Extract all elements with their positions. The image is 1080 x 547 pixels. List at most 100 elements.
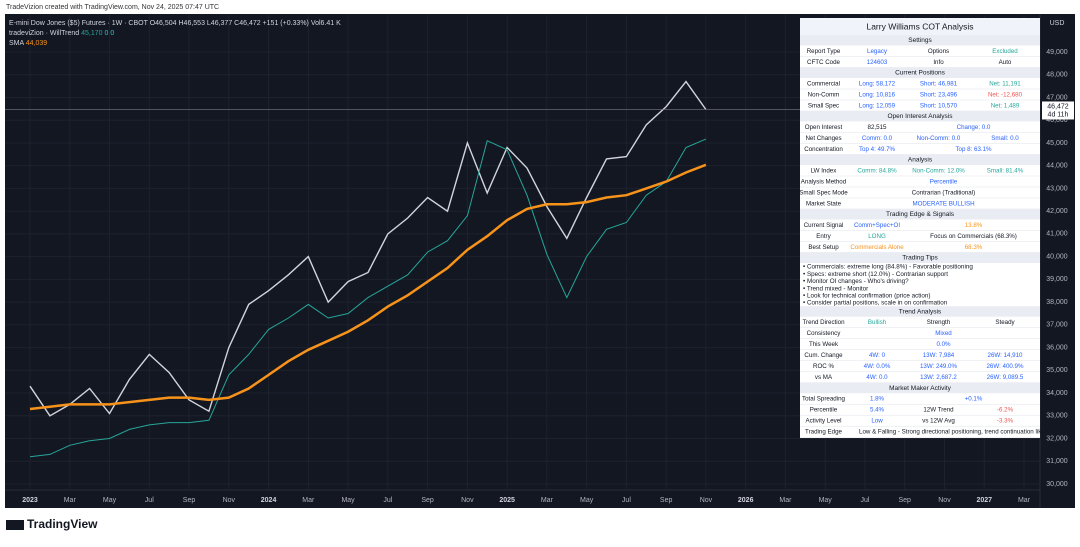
y-tick-label: 45,000 — [1046, 140, 1068, 147]
cell-value: 13.8% — [965, 222, 983, 229]
row-label: This Week — [809, 341, 839, 348]
row-label: Entry — [816, 233, 831, 240]
section-header-bg — [800, 252, 1040, 263]
row-label: Small Spec Mode — [799, 189, 848, 196]
x-tick-label: Jul — [860, 497, 869, 504]
cell-value: Comm: 84.8% — [857, 167, 897, 174]
x-tick-label: May — [341, 497, 355, 504]
cell-value: Low — [871, 418, 883, 425]
watermark: TradeVizion created with TradingView.com… — [6, 4, 219, 11]
tip: • Specs: extreme short (12.0%) - Contrar… — [803, 271, 948, 278]
cell-value: Auto — [999, 59, 1012, 66]
cell-value: MODERATE BULLISH — [912, 200, 974, 207]
currency: USD — [1050, 20, 1065, 27]
y-tick-label: 47,000 — [1046, 94, 1068, 101]
y-tick-label: 33,000 — [1046, 413, 1068, 420]
logo: TradingView — [6, 517, 98, 531]
cell-value: 12W Trend — [923, 407, 954, 414]
x-tick-label: Mar — [302, 497, 315, 504]
tip: • Trend mixed - Monitor — [803, 285, 868, 292]
cell-value: LONG — [868, 233, 886, 240]
series-line — [29, 80, 707, 417]
y-tick-label: 42,000 — [1046, 208, 1068, 215]
row-label: Open Interest — [805, 124, 843, 131]
x-tick-label: Sep — [421, 497, 434, 504]
y-tick-label: 48,000 — [1046, 72, 1068, 79]
x-tick-label: Jul — [145, 497, 154, 504]
cell-value: +0.1% — [965, 396, 983, 403]
legend-sma: SMA 44,039 — [9, 40, 47, 47]
cell-value: Comm: 0.0 — [862, 135, 893, 142]
section-header-bg — [800, 35, 1040, 46]
x-tick-label: 2026 — [738, 497, 754, 504]
section-header-bg — [800, 67, 1040, 78]
y-tick-label: 35,000 — [1046, 367, 1068, 374]
row-label: Consistency — [807, 330, 842, 337]
cell-value: Long: 12,059 — [859, 102, 896, 109]
row-label: Analysis Method — [801, 178, 847, 185]
cell-value: Steady — [995, 319, 1015, 326]
row-label: Total Spreading — [802, 396, 846, 403]
x-tick-label: Jul — [383, 497, 392, 504]
y-tick-label: 46,000 — [1046, 117, 1068, 124]
x-tick-label: Sep — [898, 497, 911, 504]
cell-value: Comm+Spec+OI — [854, 222, 900, 229]
cell-value: 4W: 0 — [869, 352, 886, 359]
x-tick-label: Nov — [461, 497, 474, 504]
y-tick-label: 36,000 — [1046, 344, 1068, 351]
tip: • Consider partial positions, scale in o… — [803, 300, 948, 307]
section-title: Trading Edge & Signals — [886, 211, 955, 218]
x-tick-label: Mar — [1018, 497, 1031, 504]
x-tick-label: 2023 — [22, 497, 38, 504]
cell-value: Bullish — [868, 319, 887, 326]
legend-text: 0 — [110, 30, 114, 37]
cell-value: 5.4% — [870, 407, 885, 414]
x-tick-label: Mar — [64, 497, 77, 504]
y-tick-label: 32,000 — [1046, 435, 1068, 442]
cell-value: Top 4: 49.7% — [859, 146, 896, 153]
cell-value: vs 12W Avg — [922, 418, 955, 425]
cell-value: 13W: 2,687.2 — [920, 374, 957, 381]
cell-value: Excluded — [992, 48, 1018, 55]
x-tick-label: Nov — [700, 497, 713, 504]
panel-title-bg — [800, 18, 1040, 35]
row-label: Market State — [806, 200, 842, 207]
x-tick-label: 2024 — [261, 497, 277, 504]
section-title: Open Interest Analysis — [887, 113, 953, 120]
cell-value: -3.3% — [997, 418, 1014, 425]
panel-title: Larry Williams COT Analysis — [866, 21, 973, 31]
cell-value: 124603 — [867, 59, 888, 66]
legend-text: SMA — [9, 40, 25, 47]
x-tick-label: Sep — [660, 497, 673, 504]
cell-value: Small: 81.4% — [987, 167, 1024, 174]
section-header-bg — [800, 382, 1040, 394]
cell-value: Long: 10,816 — [859, 91, 896, 98]
cell-value: 82,515 — [868, 124, 887, 131]
cell-value: Top 8: 63.1% — [955, 146, 992, 153]
cell-value: Net: 1,489 — [991, 102, 1020, 109]
cell-value: Short: 46,981 — [920, 80, 958, 87]
cell-value: 4W: 0.0 — [866, 374, 888, 381]
cell-value: Commercials Alone — [850, 244, 904, 251]
row-label: Trend Direction — [802, 319, 845, 326]
legend-text: O46,504 H46,553 L46,377 C46,472 +151 (+0… — [150, 20, 341, 27]
cell-value: Contrarian (Traditional) — [912, 189, 975, 196]
x-tick-label: 2027 — [976, 497, 992, 504]
panel-bg — [800, 18, 1040, 438]
y-tick-label: 31,000 — [1046, 458, 1068, 465]
x-tick-label: Sep — [183, 497, 196, 504]
row-label: LW Index — [811, 167, 838, 174]
cell-value: Strength — [927, 319, 951, 326]
cell-value: Change: 0.0 — [957, 124, 991, 131]
last-price-tag — [1042, 101, 1074, 120]
cell-value: 26W: 400.9% — [986, 363, 1024, 370]
row-label: Commercial — [807, 80, 840, 87]
symbol-title: E-mini Dow Jones ($5) Futures · 1W · CBO… — [9, 20, 341, 27]
cell-value: Focus on Commercials (68.3%) — [930, 233, 1017, 240]
cell-value: Net: 11,191 — [989, 80, 1021, 87]
legend-text: E-mini Dow Jones ($5) Futures · 1W · CBO… — [9, 20, 149, 27]
row-label: Percentile — [810, 407, 838, 414]
row-label: ROC % — [813, 363, 834, 370]
cell-value: Net: -12,680 — [988, 91, 1023, 98]
tip: • Look for technical confirmation (price… — [803, 292, 931, 299]
